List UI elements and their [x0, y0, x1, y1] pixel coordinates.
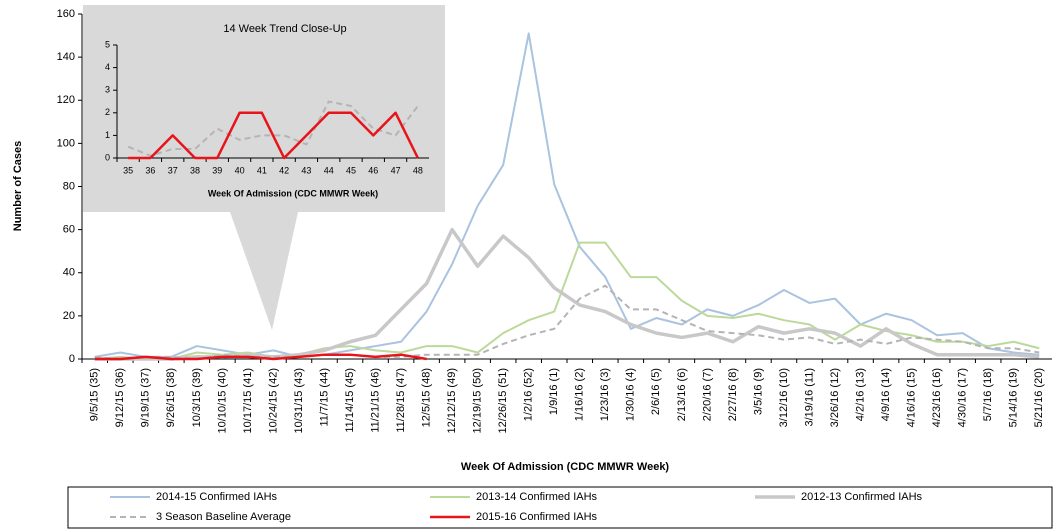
x-tick-label: 11/28/15 (47): [395, 368, 407, 433]
x-tick-label: 5/21/16 (20): [1033, 368, 1045, 427]
y-tick-label: 100: [57, 137, 75, 149]
x-tick-label: 4/2/16 (13): [854, 368, 866, 421]
legend-box: [67, 486, 1053, 529]
y-tick-label: 120: [57, 94, 75, 106]
x-tick-label: 12/26/15 (51): [497, 368, 509, 433]
x-tick-label: 41: [257, 165, 267, 175]
x-tick-label: 9/5/15 (35): [89, 368, 101, 421]
inset-title: 14 Week Trend Close-Up: [223, 23, 346, 35]
y-tick-label: 80: [63, 180, 75, 192]
x-tick-label: 38: [190, 165, 200, 175]
legend-label: 2015-16 Confirmed IAHs: [476, 511, 598, 523]
y-tick-label: 1: [105, 130, 110, 140]
x-tick-label: 5/14/16 (19): [1008, 368, 1020, 427]
inset-x-axis-title: Week Of Admission (CDC MMWR Week): [208, 188, 378, 198]
series-line: [94, 284, 1040, 360]
x-tick-label: 12/19/15 (50): [472, 368, 484, 433]
series-line: [94, 353, 427, 361]
x-tick-label: 3/19/16 (11): [803, 368, 815, 427]
x-tick-label: 43: [301, 165, 311, 175]
x-tick-label: 12/5/15 (48): [421, 368, 433, 427]
x-tick-label: 1/2/16 (52): [523, 368, 535, 421]
x-tick-label: 46: [368, 165, 378, 175]
x-axis-title: Week Of Admission (CDC MMWR Week): [461, 461, 670, 473]
x-tick-label: 4/30/16 (17): [957, 368, 969, 427]
x-tick-label: 4/23/16 (16): [931, 368, 943, 427]
legend-label: 2013-14 Confirmed IAHs: [476, 491, 598, 503]
x-tick-label: 2/13/16 (6): [676, 368, 688, 421]
x-tick-label: 35: [123, 165, 133, 175]
legend-label: 3 Season Baseline Average: [156, 511, 291, 523]
x-tick-label: 12/12/15 (49): [446, 368, 458, 433]
x-tick-label: 4/16/16 (15): [906, 368, 918, 427]
x-tick-label: 47: [391, 165, 401, 175]
x-tick-label: 10/3/15 (39): [191, 368, 203, 427]
x-tick-label: 1/23/16 (3): [599, 368, 611, 421]
x-tick-label: 4/9/16 (14): [880, 368, 892, 421]
y-tick-label: 20: [63, 310, 75, 322]
y-tick-label: 160: [57, 8, 75, 20]
x-tick-label: 3/26/16 (12): [829, 368, 841, 427]
x-tick-label: 9/19/15 (37): [140, 368, 152, 427]
x-tick-label: 37: [168, 165, 178, 175]
x-tick-label: 1/30/16 (4): [625, 368, 637, 421]
x-tick-label: 10/31/15 (43): [293, 368, 305, 433]
y-tick-label: 2: [105, 107, 110, 117]
x-tick-label: 9/12/15 (36): [114, 368, 126, 427]
x-tick-label: 10/10/15 (40): [216, 368, 228, 433]
y-tick-label: 60: [63, 224, 75, 236]
y-tick-label: 0: [105, 152, 110, 162]
y-tick-label: 40: [63, 267, 75, 279]
x-tick-label: 36: [145, 165, 155, 175]
inset-callout: [83, 5, 445, 330]
y-tick-label: 3: [105, 85, 110, 95]
x-tick-label: 48: [413, 165, 423, 175]
x-tick-label: 3/12/16 (10): [778, 368, 790, 427]
series-line: [94, 227, 1040, 361]
legend-label: 2012-13 Confirmed IAHs: [801, 491, 923, 503]
y-tick-label: 0: [69, 353, 75, 365]
x-tick-label: 5/7/16 (18): [982, 368, 994, 421]
x-tick-label: 10/17/15 (41): [242, 368, 254, 433]
x-tick-label: 40: [235, 165, 245, 175]
x-tick-label: 2/27/16 (8): [727, 368, 739, 421]
x-tick-label: 2/20/16 (7): [701, 368, 713, 421]
x-tick-label: 3/5/16 (9): [752, 368, 764, 415]
x-tick-label: 1/9/16 (1): [548, 368, 560, 415]
legend-label: 2014-15 Confirmed IAHs: [156, 491, 278, 503]
x-tick-label: 9/26/15 (38): [165, 368, 177, 427]
series-line: [128, 111, 419, 160]
x-tick-label: 10/24/15 (42): [267, 368, 279, 433]
x-tick-label: 11/7/15 (44): [318, 368, 330, 427]
x-tick-label: 39: [212, 165, 222, 175]
y-tick-label: 5: [105, 39, 110, 49]
series-line: [127, 100, 419, 157]
y-tick-label: 4: [105, 62, 110, 72]
x-tick-label: 11/21/15 (46): [369, 368, 381, 433]
x-tick-label: 44: [324, 165, 334, 175]
y-axis-title: Number of Cases: [12, 141, 24, 231]
x-tick-label: 45: [346, 165, 356, 175]
x-tick-label: 2/6/16 (5): [650, 368, 662, 415]
x-tick-label: 11/14/15 (45): [344, 368, 356, 433]
y-tick-label: 140: [57, 51, 75, 63]
x-tick-label: 1/16/16 (2): [574, 368, 586, 421]
x-tick-label: 42: [279, 165, 289, 175]
